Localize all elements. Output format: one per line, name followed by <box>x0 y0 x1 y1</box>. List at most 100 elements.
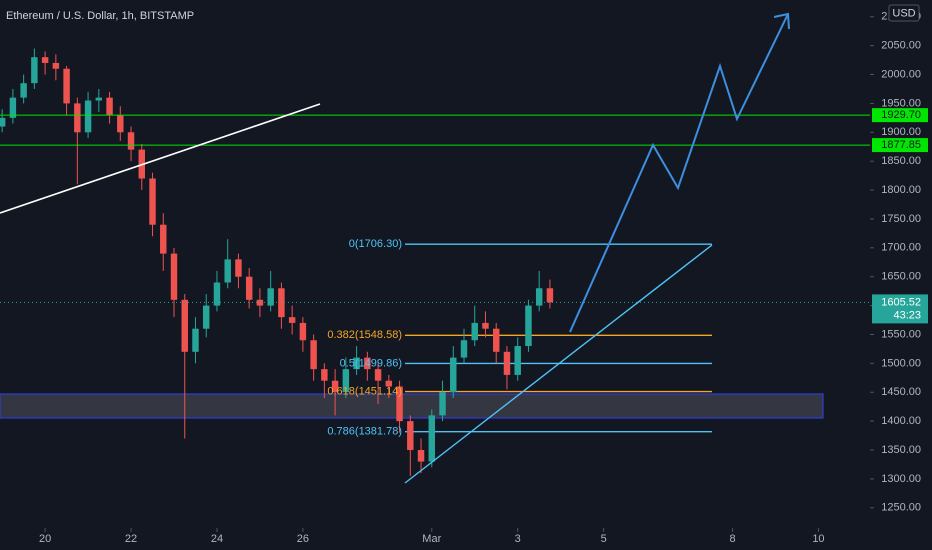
plot: 0(1706.30) 0.382(1548.58) 0.5(1499.86) 0.61… <box>0 48 870 477</box>
candle-body <box>192 328 199 352</box>
candle-body <box>535 288 543 306</box>
last-price-tag <box>872 294 928 324</box>
chart-title: Ethereum / U.S. Dollar, 1h, BITSTAMP <box>6 10 194 22</box>
candle-body <box>278 288 285 318</box>
currency: USD <box>892 7 915 19</box>
fib-label: 0.382(1548.58) <box>327 329 402 341</box>
candle-body <box>181 299 188 352</box>
x-tick-label: 24 <box>211 533 223 545</box>
candle-body <box>450 357 457 393</box>
candle-body <box>52 62 60 69</box>
level-tag <box>872 108 928 123</box>
candle-body <box>331 380 339 393</box>
fib-label: 0.786(1381.78) <box>327 426 402 438</box>
x-tick-label: 5 <box>601 533 607 545</box>
candle-body <box>74 103 81 133</box>
candle-body <box>149 178 156 225</box>
candle-body <box>385 380 393 387</box>
drawings-back <box>0 243 824 433</box>
fib-trend-line <box>404 244 713 484</box>
candle-body <box>31 57 38 84</box>
candle-body <box>525 305 532 347</box>
y-tick-label: 1550.00 <box>881 328 921 340</box>
y-tick-label: 1350.00 <box>881 444 921 456</box>
candle-body <box>95 97 103 101</box>
y-tick-label: 2050.00 <box>881 40 921 52</box>
candle-body <box>20 83 27 98</box>
candle-body <box>256 299 264 306</box>
candle-body <box>471 322 478 341</box>
level-tag <box>872 138 928 153</box>
arrow-head <box>773 12 790 30</box>
y-tick-label: 1500.00 <box>881 357 921 369</box>
candle-body <box>374 369 382 381</box>
level-tag-label: 1929.70 <box>881 109 921 121</box>
candle-body <box>299 322 307 341</box>
candle-body <box>127 132 135 150</box>
candle-body <box>396 386 403 422</box>
y-tick-label: 1900.00 <box>881 126 921 138</box>
candle-body <box>439 392 446 416</box>
axes: 2100.002050.002000.001950.001900.001850.… <box>39 11 928 545</box>
level-tag-label: 1877.85 <box>881 139 921 151</box>
y-tick-label: 1750.00 <box>881 213 921 225</box>
candle-body <box>353 357 360 370</box>
y-tick-label: 2000.00 <box>881 68 921 80</box>
candle-body <box>417 450 425 462</box>
trend-line <box>0 103 321 214</box>
drawings <box>0 12 790 484</box>
candle-body <box>235 259 242 277</box>
x-tick-label: 20 <box>39 533 51 545</box>
candle-body <box>364 357 371 370</box>
y-tick-label: 1250.00 <box>881 502 921 514</box>
y-tick-label: 1650.00 <box>881 271 921 283</box>
candle-body <box>503 351 511 375</box>
currency-box[interactable] <box>888 4 920 22</box>
y-tick-label: 1450.00 <box>881 386 921 398</box>
candle-body <box>482 322 489 329</box>
fib-label: 0(1706.30) <box>349 238 402 250</box>
y-tick-label: 1700.00 <box>881 242 921 254</box>
support-zone <box>0 393 824 419</box>
candle-body <box>288 317 296 323</box>
candle-body <box>428 415 435 462</box>
candle-body <box>106 97 113 115</box>
candle-body <box>546 288 554 303</box>
y-tick-label: 1300.00 <box>881 473 921 485</box>
x-tick-label: 8 <box>729 533 735 545</box>
candle-body <box>170 253 178 300</box>
candle-body <box>0 117 6 127</box>
candle-body <box>41 57 49 63</box>
y-tick-label: 1800.00 <box>881 184 921 196</box>
fib-label: 0.5(1499.86) <box>340 357 402 369</box>
candle-body <box>321 369 328 381</box>
candle-body <box>493 328 500 352</box>
candle-body <box>117 114 124 133</box>
candle-body <box>63 68 70 104</box>
candle-body <box>224 259 231 283</box>
x-tick-label: 22 <box>125 533 137 545</box>
y-tick-label: 1950.00 <box>881 97 921 109</box>
candle-body <box>9 97 17 118</box>
candle-body <box>342 369 350 393</box>
x-tick-label: 26 <box>297 533 309 545</box>
candle-body <box>245 276 253 300</box>
projection-arrow <box>569 13 789 333</box>
candle-body <box>160 224 167 254</box>
last-price-label: 1605.52 <box>881 296 921 308</box>
candle-body <box>310 340 317 370</box>
fib-label: 0.618(1451.14) <box>327 385 402 397</box>
candle-body <box>514 346 521 375</box>
candle-body <box>84 100 92 133</box>
x-tick-label: 3 <box>515 533 521 545</box>
y-tick-label: 1850.00 <box>881 155 921 167</box>
x-tick-label: Mar <box>422 533 441 545</box>
y-tick-label: 1400.00 <box>881 415 921 427</box>
countdown: 43:23 <box>893 309 921 321</box>
candle-body <box>213 282 221 306</box>
candle-body <box>460 340 468 358</box>
candle-body <box>203 305 210 329</box>
candle-body <box>267 288 274 306</box>
